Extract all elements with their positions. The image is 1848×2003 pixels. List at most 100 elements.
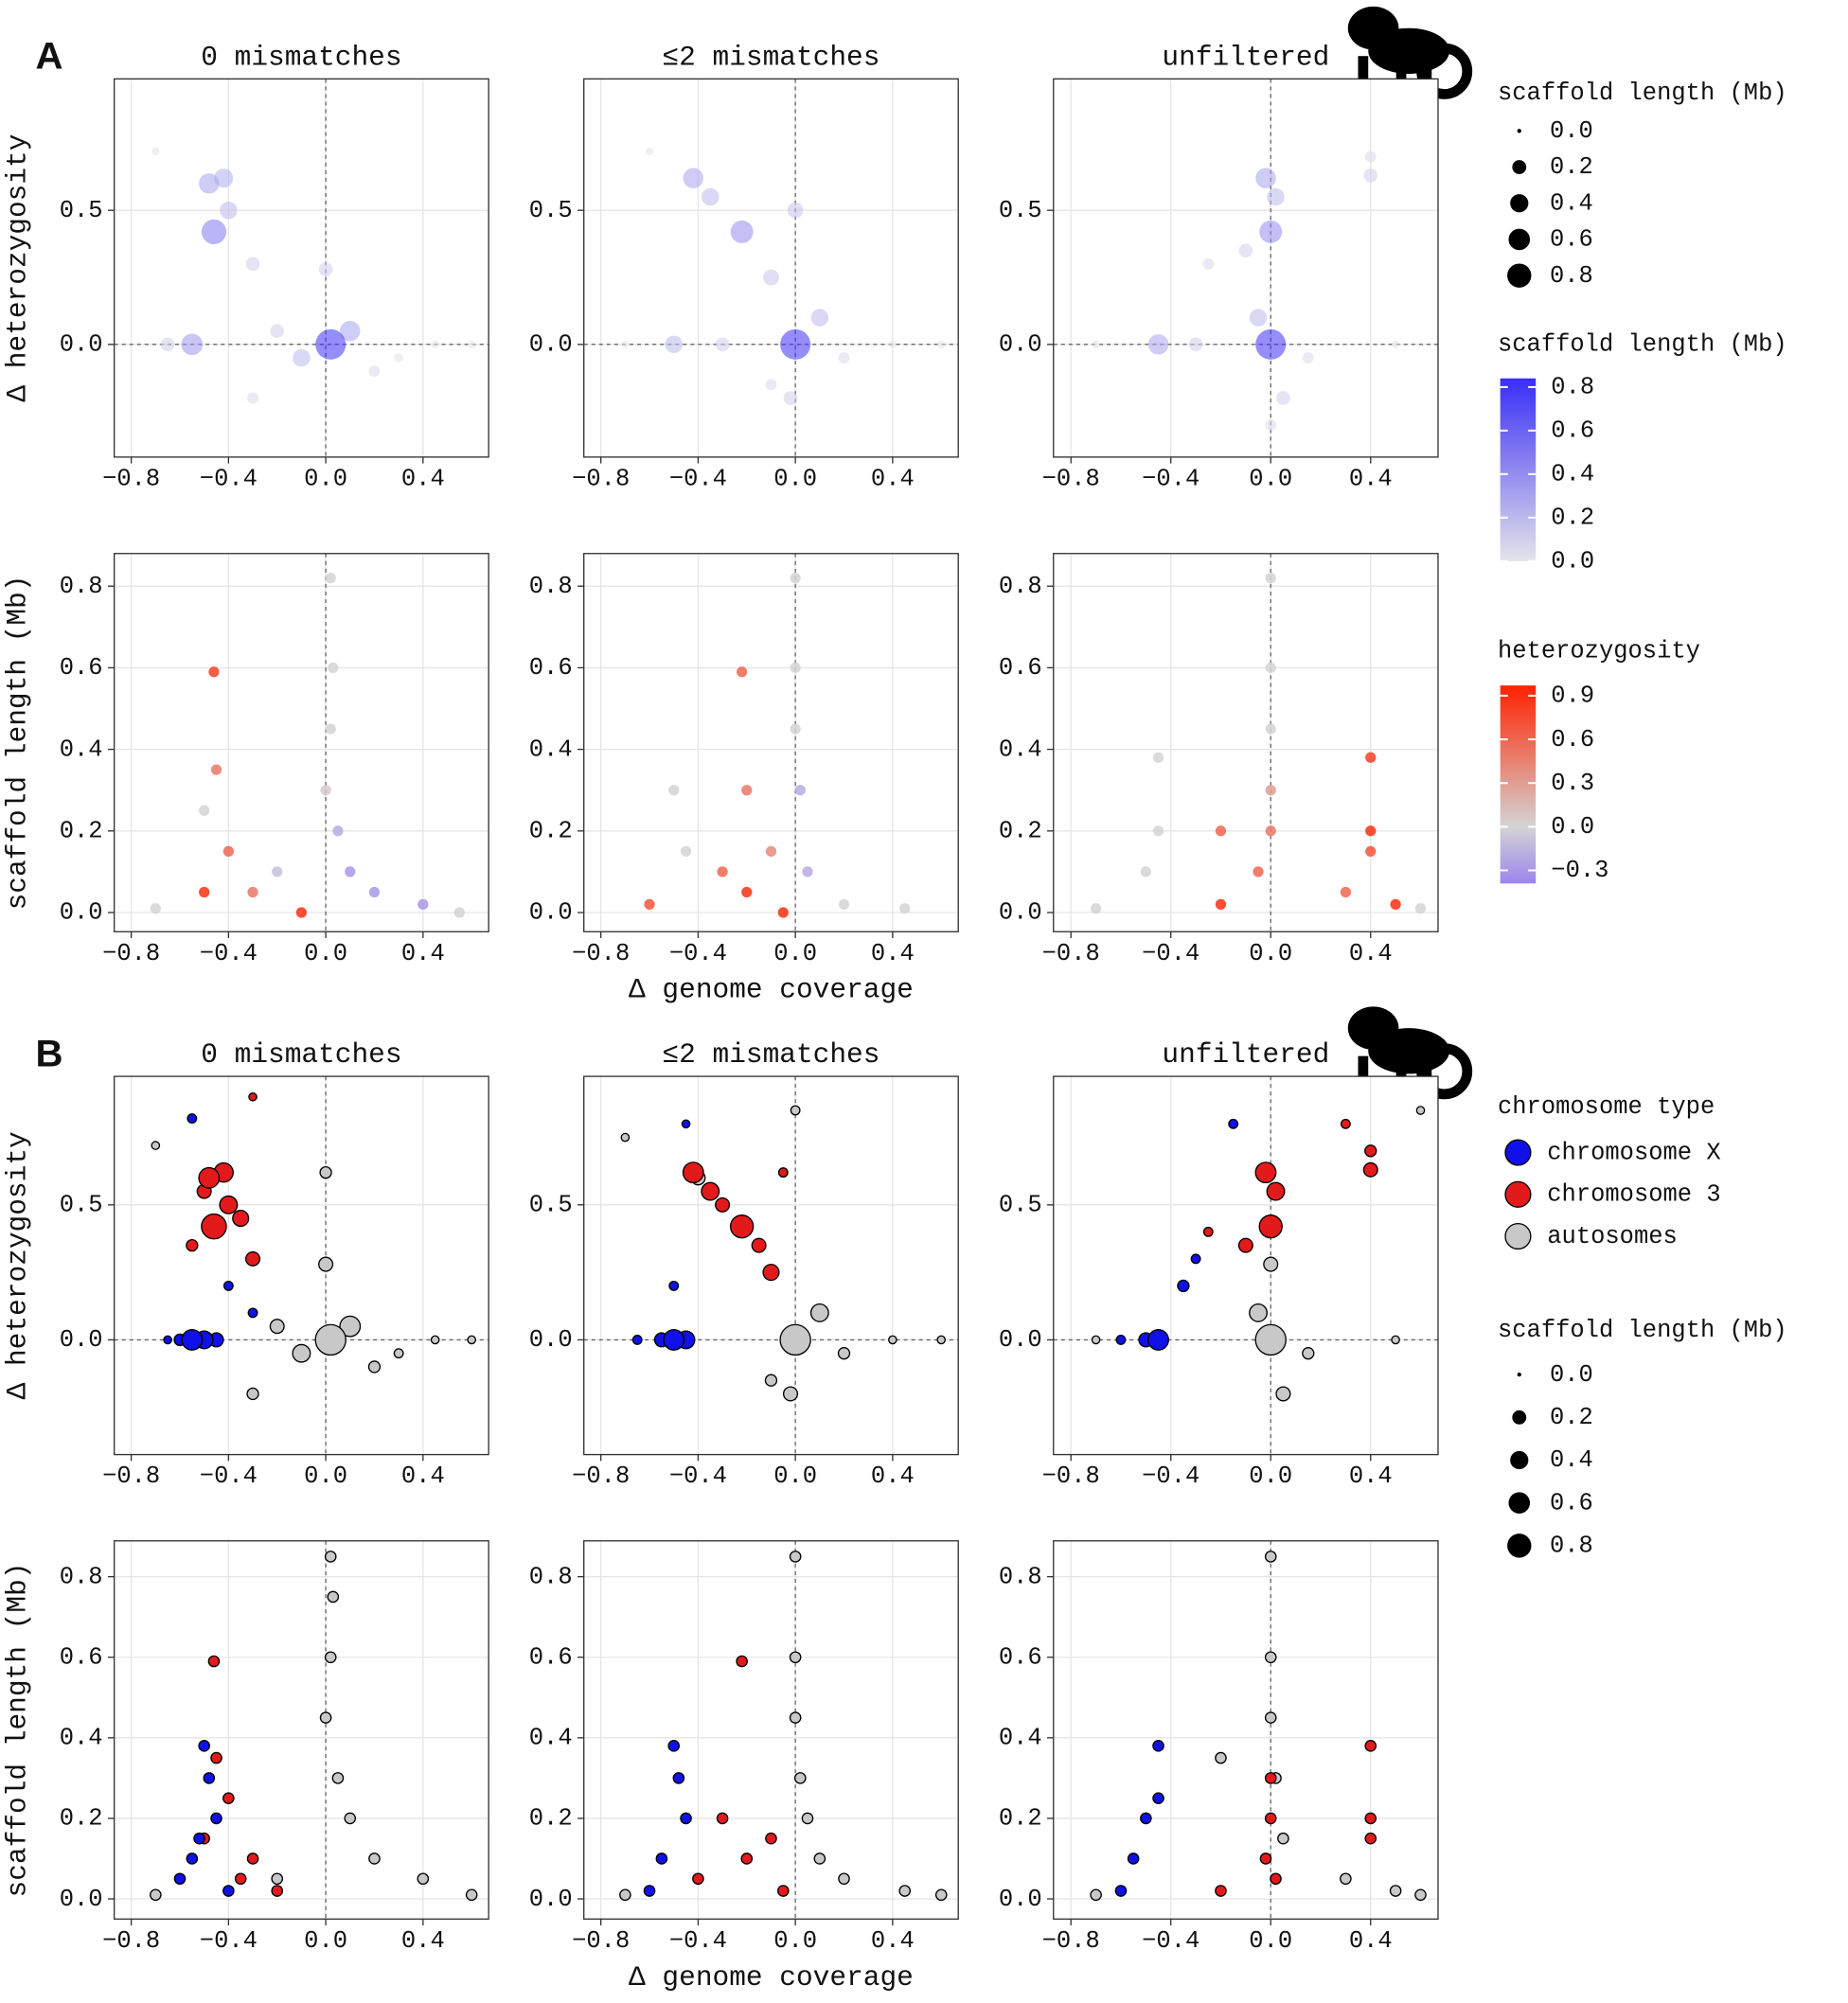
point: [199, 886, 210, 898]
point: [320, 785, 331, 796]
point: [672, 1772, 685, 1784]
x-tick-label: 0.0: [1249, 1927, 1292, 1955]
x-tick-label: −0.4: [200, 940, 258, 967]
point: [737, 666, 748, 678]
point: [332, 825, 344, 837]
legend-swatch: [1504, 1139, 1532, 1166]
point: [741, 785, 753, 796]
x-tick-label: −0.8: [102, 1927, 160, 1955]
point: [1264, 1711, 1277, 1724]
point: [1391, 1335, 1400, 1345]
point: [777, 1167, 789, 1179]
y-tick-label: 0.6: [999, 1643, 1042, 1671]
x-tick-label: 0.0: [773, 1462, 817, 1490]
point: [655, 1852, 668, 1865]
point: [318, 262, 333, 276]
y-tick-label: 0.8: [60, 1563, 103, 1590]
plot-border: [583, 78, 959, 458]
y-tick-label: 0.6: [529, 654, 573, 682]
legend-label: 0.6: [1551, 417, 1594, 445]
point: [150, 1888, 162, 1902]
point: [1152, 1792, 1164, 1804]
x-tick-label: −0.8: [572, 465, 630, 492]
point: [789, 1711, 802, 1724]
legend-label: 0.4: [1550, 1446, 1593, 1474]
point: [899, 903, 911, 914]
point: [222, 1792, 235, 1804]
point: [1092, 340, 1100, 349]
point: [837, 1347, 851, 1360]
point: [331, 1772, 345, 1784]
point: [208, 666, 220, 678]
point: [431, 340, 439, 349]
plot-border: [1053, 1075, 1439, 1456]
x-tick-label: −0.4: [669, 1927, 727, 1955]
legend-size-dot: [1507, 1533, 1532, 1558]
plot-background: [583, 79, 959, 457]
point: [701, 1181, 720, 1201]
y-tick-label: 0.4: [999, 1725, 1042, 1752]
plot-background: [583, 1540, 959, 1920]
y-tick-label: 0.8: [529, 573, 573, 600]
point: [160, 337, 175, 352]
x-tick-label: 0.4: [401, 465, 445, 492]
y-tick-label: 0.4: [529, 736, 573, 763]
point: [1364, 151, 1377, 163]
y-tick-label: 0.2: [529, 1805, 573, 1833]
y-axis-title: scaffold length (Mb): [2, 576, 34, 911]
point: [272, 866, 283, 877]
point: [1249, 1303, 1268, 1322]
plot-border: [1053, 553, 1439, 932]
point: [186, 1238, 199, 1252]
x-tick-label: 0.0: [304, 940, 347, 967]
point: [1364, 1812, 1377, 1825]
x-tick-label: 0.4: [1349, 1927, 1393, 1955]
point: [1362, 1161, 1378, 1178]
point: [344, 1812, 357, 1825]
legend-label: 0.2: [1551, 505, 1594, 532]
point: [1265, 572, 1276, 584]
panel-title: unfiltered: [1162, 1038, 1329, 1071]
point: [199, 173, 220, 194]
point: [762, 1264, 780, 1282]
x-tick-label: −0.4: [669, 1462, 727, 1490]
legend-label: 0.6: [1550, 1489, 1593, 1516]
point: [163, 1335, 172, 1345]
point: [368, 365, 381, 378]
x-tick-label: −0.8: [1042, 940, 1100, 967]
point: [783, 391, 798, 405]
plot-background: [114, 1540, 489, 1920]
point: [1302, 352, 1314, 363]
x-tick-label: −0.4: [669, 465, 727, 492]
point: [1228, 1118, 1239, 1129]
point: [1147, 334, 1169, 355]
point: [314, 1323, 346, 1356]
x-tick-label: −0.4: [200, 1927, 258, 1955]
x-tick-label: 0.0: [304, 465, 347, 492]
point: [643, 1885, 656, 1897]
point: [729, 1214, 755, 1239]
legend-label: 0.6: [1551, 726, 1594, 753]
point: [1152, 752, 1164, 763]
point: [1090, 1888, 1102, 1902]
point: [1255, 168, 1276, 188]
legend-label: 0.0: [1551, 813, 1594, 841]
plot-background: [1053, 1540, 1438, 1920]
point: [716, 1812, 729, 1825]
point: [1091, 1335, 1101, 1345]
point: [324, 1651, 337, 1664]
point: [220, 201, 238, 220]
point: [787, 202, 804, 219]
point: [809, 1303, 829, 1322]
legend-label: autosomes: [1547, 1223, 1678, 1250]
point: [736, 1655, 748, 1668]
point: [271, 1885, 284, 1897]
point: [793, 1772, 807, 1784]
monkey-icon: [1347, 6, 1473, 99]
x-tick-label: 0.0: [773, 940, 817, 967]
point: [327, 1590, 340, 1604]
x-tick-label: −0.4: [200, 1462, 258, 1490]
x-tick-label: 0.4: [871, 1462, 915, 1490]
point: [393, 1348, 404, 1359]
point: [790, 723, 801, 735]
